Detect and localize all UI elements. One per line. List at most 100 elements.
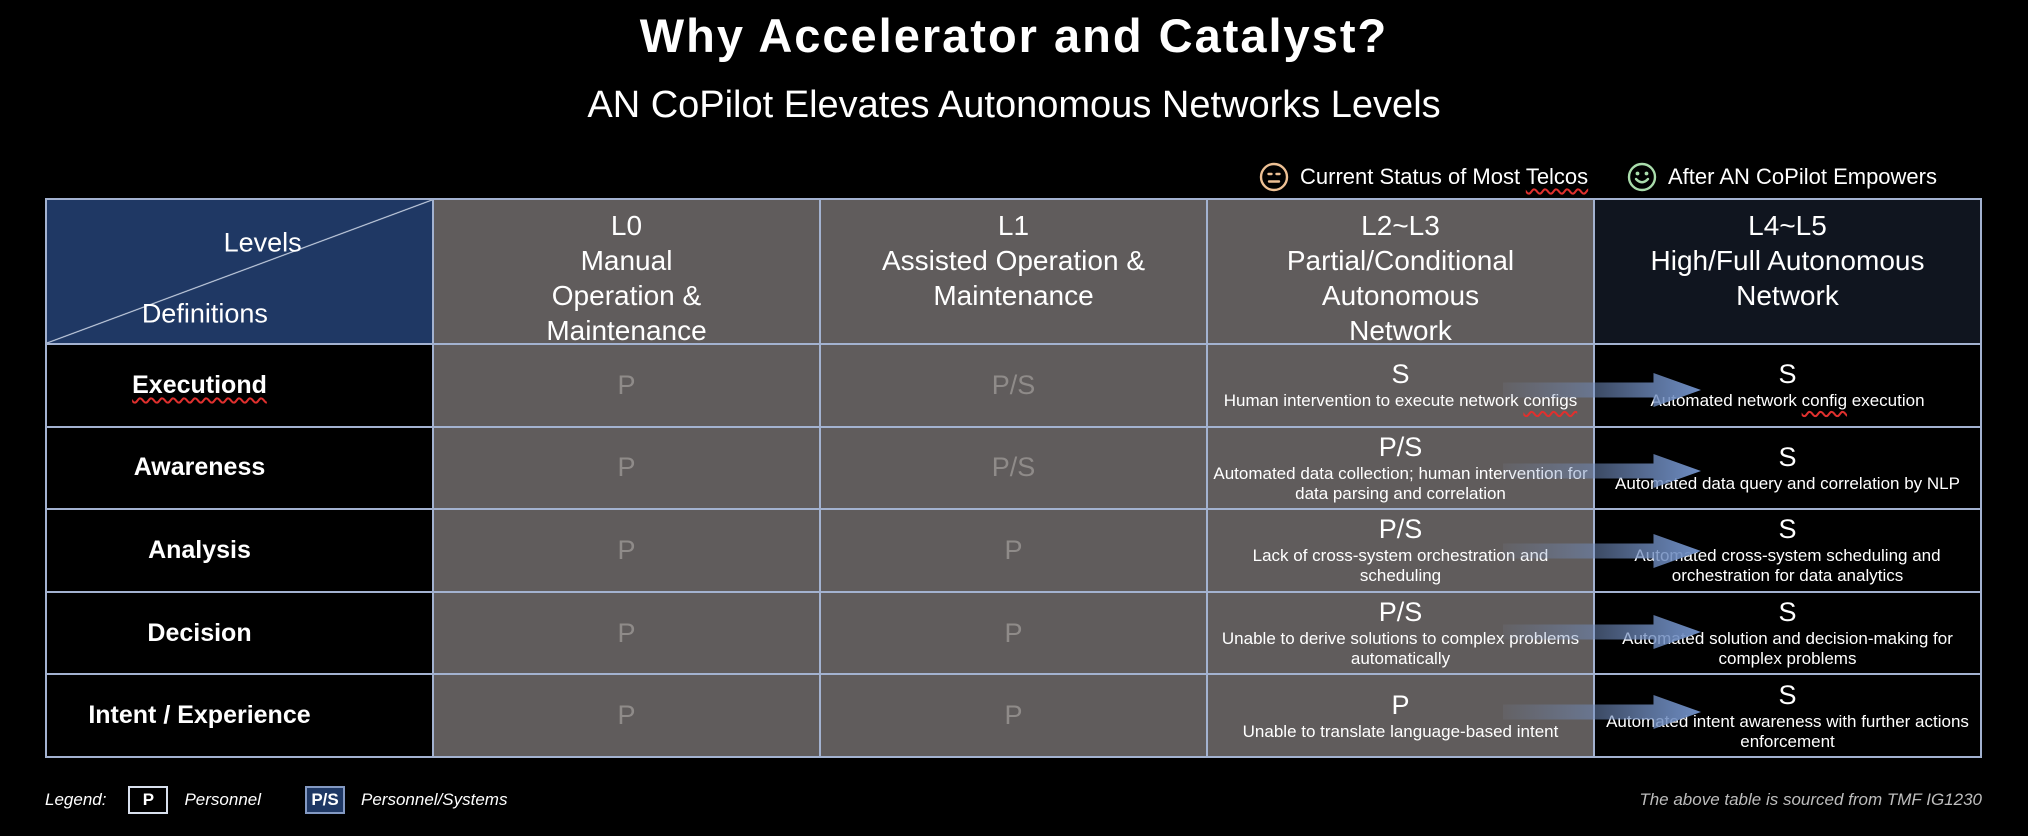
cell-l1: P: [821, 592, 1206, 674]
level-description: Automated solution and decision-making f…: [1622, 629, 1953, 669]
header-line: Manual: [580, 245, 673, 276]
cell-l4-l5: S Automated solution and decision-making …: [1595, 592, 1980, 674]
header-line: Maintenance: [546, 315, 707, 343]
an-levels-table: Levels Definitions L0 Manual Operation & Ma…: [45, 198, 1982, 758]
legend-p-box: P: [128, 786, 169, 814]
row-label-text: Executiond: [132, 370, 267, 399]
level-value: P: [617, 534, 636, 565]
cell-l0: P: [434, 675, 819, 756]
level-description: Automated data collection; human interve…: [1213, 463, 1588, 503]
row-label: Intent / Experience: [47, 675, 432, 756]
level-value: S: [1391, 359, 1410, 390]
status-label-text: After AN CoPilot Empowers: [1668, 164, 1937, 189]
legend-meaning: Personnel/Systems: [361, 790, 508, 809]
level-value: P: [1004, 617, 1023, 648]
misspelled-word: Telcos: [1525, 164, 1589, 189]
header-line: L2~L3: [1361, 210, 1440, 241]
cell-l4-l5: S Automated data query and correlation by…: [1595, 427, 1980, 509]
level-value: S: [1778, 514, 1797, 545]
column-header-l2-l3: L2~L3 Partial/Conditional Autonomous Netwo…: [1208, 200, 1593, 343]
cell-l2-l3: P Unable to translate language-based inte…: [1208, 675, 1593, 756]
level-value: P/S: [1378, 514, 1423, 545]
level-value: S: [1778, 359, 1797, 390]
status-label-text: Current Status of Most Telcos: [1300, 164, 1589, 189]
misspelled-word: config: [1801, 391, 1848, 411]
cell-l2-l3: P/S Automated data collection; human inte…: [1208, 427, 1593, 509]
level-value: P: [1391, 689, 1410, 720]
status-label: Current Status of Most Telcos: [1258, 158, 1588, 196]
header-line: L1: [997, 210, 1030, 241]
legend-meaning: Personnel: [184, 790, 262, 809]
row-label: Decision: [47, 592, 432, 674]
header-line: Partial/Conditional Autonomous: [1286, 245, 1515, 311]
cell-l1: P: [821, 510, 1206, 591]
corner-cell: Levels Definitions: [47, 200, 432, 343]
level-value: P: [617, 700, 636, 731]
level-description: Automated network config execution: [1650, 391, 1925, 411]
header-line: Network: [1349, 315, 1452, 343]
level-value: P/S: [1378, 431, 1423, 462]
legend-ps-box: P/S: [305, 786, 346, 814]
header-line: Maintenance: [933, 280, 1094, 311]
row-label-text: Intent / Experience: [88, 701, 311, 730]
cell-l4-l5: S Automated intent awareness with further…: [1595, 675, 1980, 756]
level-value: S: [1778, 597, 1797, 628]
header-line: Assisted Operation &: [881, 245, 1146, 276]
cell-l1: P: [821, 675, 1206, 756]
level-value: P: [617, 369, 636, 400]
header-line: Operation &: [551, 280, 702, 311]
column-header-l1: L1 Assisted Operation & Maintenance: [821, 200, 1206, 343]
level-value: P: [617, 617, 636, 648]
column-header-l4-l5: L4~L5 High/Full Autonomous Network: [1595, 200, 1980, 343]
column-header-l0: L0 Manual Operation & Maintenance: [434, 200, 819, 343]
level-description: Automated data query and correlation by …: [1615, 473, 1960, 493]
legend: Legend: P Personnel P/S Personnel/Systems: [45, 786, 551, 814]
cell-l1: P/S: [821, 427, 1206, 509]
corner-levels-label: Levels: [223, 227, 302, 258]
page-subtitle: AN CoPilot Elevates Autonomous Networks …: [587, 84, 1441, 126]
source-note: The above table is sourced from TMF IG12…: [1639, 790, 1982, 809]
corner-definitions-label: Definitions: [141, 298, 268, 329]
row-label: Executiond: [47, 345, 432, 426]
level-description: Unable to derive solutions to complex pr…: [1221, 629, 1580, 669]
cell-l4-l5: S Automated cross-system scheduling and o…: [1595, 510, 1980, 591]
level-description: Unable to translate language-based inten…: [1242, 721, 1559, 741]
cell-l0: P: [434, 510, 819, 591]
header-line: Network: [1736, 280, 1839, 311]
level-value: P: [1004, 534, 1023, 565]
cell-l0: P: [434, 592, 819, 674]
row-label-text: Awareness: [133, 453, 266, 482]
row-label-text: Analysis: [148, 535, 251, 564]
cell-l4-l5: S Automated network config execution: [1595, 345, 1980, 426]
header-line: L0: [610, 210, 643, 241]
level-value: P/S: [991, 452, 1036, 483]
row-label: Awareness: [47, 427, 432, 509]
level-description: Automated intent awareness with further …: [1606, 711, 1969, 751]
legend-label: Legend:: [45, 790, 107, 809]
cell-l0: P: [434, 427, 819, 509]
cell-l0: P: [434, 345, 819, 426]
level-description: Automated cross-system scheduling and or…: [1634, 546, 1941, 586]
row-label: Analysis: [47, 510, 432, 591]
level-description: Lack of cross-system orchestration and s…: [1252, 546, 1549, 586]
cell-l1: P/S: [821, 345, 1206, 426]
level-value: P: [1004, 700, 1023, 731]
level-description: Human intervention to execute network co…: [1223, 391, 1578, 411]
cell-l2-l3: P/S Unable to derive solutions to complex…: [1208, 592, 1593, 674]
page-title: Why Accelerator and Catalyst?: [639, 9, 1389, 62]
neutral-face-icon: [1258, 161, 1290, 193]
level-value: P/S: [991, 369, 1036, 400]
header-line: L4~L5: [1748, 210, 1827, 241]
status-label: After AN CoPilot Empowers: [1626, 158, 1937, 196]
cell-l2-l3: P/S Lack of cross-system orchestration an…: [1208, 510, 1593, 591]
header-line: High/Full Autonomous: [1650, 245, 1925, 276]
level-value: S: [1778, 679, 1797, 710]
cell-l2-l3: S Human intervention to execute network c…: [1208, 345, 1593, 426]
misspelled-word: configs: [1523, 391, 1578, 411]
level-value: S: [1778, 441, 1797, 472]
level-value: P/S: [1378, 597, 1423, 628]
level-value: P: [617, 452, 636, 483]
row-label-text: Decision: [147, 618, 252, 647]
smiley-face-icon: [1626, 161, 1658, 193]
